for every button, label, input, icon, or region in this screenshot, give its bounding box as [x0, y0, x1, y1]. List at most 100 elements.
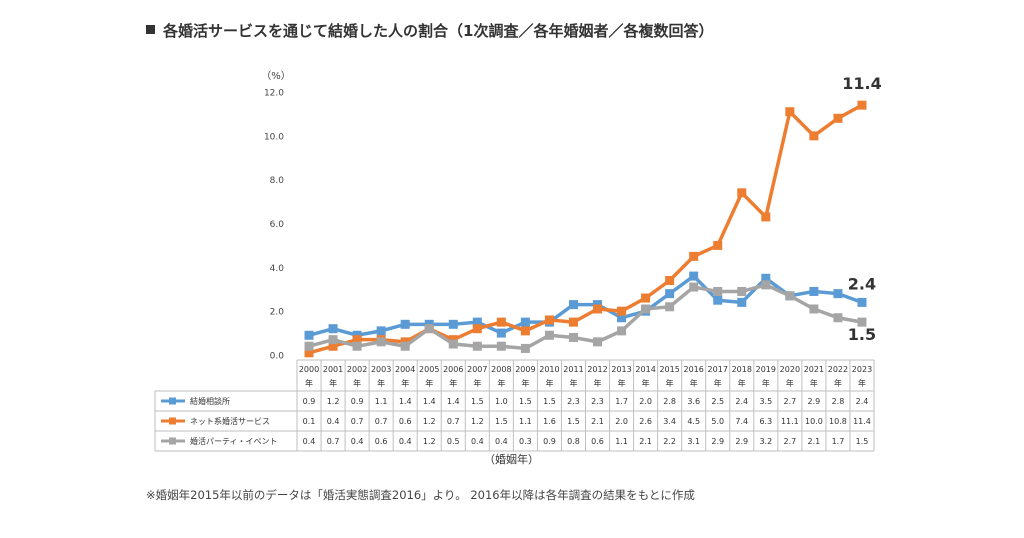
table-cell: 0.1: [303, 417, 316, 426]
data-point: [665, 275, 675, 285]
x-axis-title: （婚姻年）: [484, 452, 539, 466]
table-cell: 1.5: [543, 397, 556, 406]
x-tick-label: 2021: [804, 365, 824, 374]
x-tick-label: 2012: [587, 365, 607, 374]
data-point: [665, 289, 675, 299]
x-tick-suffix: 年: [329, 378, 337, 388]
table-cell: 2.2: [663, 437, 676, 446]
table-cell: 2.8: [832, 397, 845, 406]
data-point: [833, 113, 843, 123]
data-point: [761, 273, 771, 283]
table-cell: 1.2: [471, 417, 484, 426]
table-cell: 10.0: [805, 417, 823, 426]
y-tick-label: 10.0: [264, 132, 284, 142]
y-tick-label: 0.0: [270, 352, 285, 362]
data-point: [328, 324, 338, 334]
data-point: [448, 319, 458, 329]
table-cell: 2.3: [567, 397, 580, 406]
data-point: [593, 337, 603, 347]
data-point: [496, 341, 506, 351]
table-cell: 0.4: [327, 417, 340, 426]
table-cell: 3.6: [687, 397, 700, 406]
table-cell: 2.9: [711, 437, 724, 446]
legend-marker: [169, 417, 176, 425]
legend-marker: [169, 437, 176, 445]
data-point: [713, 295, 723, 305]
table-cell: 1.1: [519, 417, 532, 426]
legend-marker: [169, 397, 176, 405]
x-tick-suffix: 年: [786, 378, 794, 388]
x-tick-label: 2001: [323, 365, 343, 374]
table-cell: 1.7: [615, 397, 628, 406]
data-point: [304, 341, 314, 351]
data-point: [568, 317, 578, 327]
x-tick-suffix: 年: [521, 378, 529, 388]
data-point: [857, 297, 867, 307]
table-cell: 1.5: [567, 417, 580, 426]
table-cell: 2.6: [639, 417, 652, 426]
table-cell: 1.2: [327, 397, 340, 406]
table-cell: 1.2: [423, 437, 436, 446]
table-cell: 0.4: [303, 437, 316, 446]
table-cell: 7.4: [735, 417, 748, 426]
x-tick-label: 2018: [732, 365, 752, 374]
x-tick-suffix: 年: [425, 378, 433, 388]
table-cell: 3.2: [759, 437, 772, 446]
data-point: [617, 326, 627, 336]
x-tick-suffix: 年: [810, 378, 818, 388]
x-tick-label: 2015: [659, 365, 679, 374]
table-cell: 0.7: [351, 417, 364, 426]
y-tick-label: 8.0: [270, 176, 285, 186]
data-point: [833, 289, 843, 299]
table-cell: 1.4: [423, 397, 436, 406]
data-point: [400, 341, 410, 351]
x-tick-label: 2011: [563, 365, 583, 374]
x-tick-suffix: 年: [545, 378, 553, 388]
legend-label: 婚活パーティ・イベント: [190, 436, 278, 446]
data-point: [448, 339, 458, 349]
legend-label: 結婚相談所: [190, 396, 230, 406]
table-cell: 0.6: [399, 417, 412, 426]
table-cell: 0.7: [375, 417, 388, 426]
table-cell: 2.7: [783, 397, 796, 406]
table-cell: 1.5: [856, 437, 869, 446]
table-cell: 1.1: [375, 397, 388, 406]
table-cell: 0.4: [495, 437, 508, 446]
table-cell: 11.4: [853, 417, 871, 426]
table-cell: 1.5: [519, 397, 532, 406]
x-tick-label: 2006: [443, 365, 463, 374]
data-point: [568, 300, 578, 310]
x-tick-label: 2023: [852, 365, 872, 374]
table-cell: 0.8: [567, 437, 580, 446]
table-cell: 11.1: [781, 417, 799, 426]
x-tick-suffix: 年: [594, 378, 602, 388]
x-tick-label: 2016: [684, 365, 704, 374]
table-cell: 2.9: [735, 437, 748, 446]
data-point: [520, 326, 530, 336]
y-tick-label: 4.0: [270, 264, 285, 274]
data-point: [833, 313, 843, 323]
table-cell: 2.8: [663, 397, 676, 406]
x-tick-label: 2014: [635, 365, 655, 374]
x-tick-label: 2005: [419, 365, 439, 374]
data-point: [737, 188, 747, 198]
table-cell: 0.6: [375, 437, 388, 446]
table-cell: 2.1: [639, 437, 652, 446]
data-point: [376, 337, 386, 347]
data-point: [496, 328, 506, 338]
x-tick-suffix: 年: [473, 378, 481, 388]
table-cell: 0.3: [519, 437, 532, 446]
table-cell: 2.9: [808, 397, 821, 406]
data-point: [809, 286, 819, 296]
data-point: [544, 330, 554, 340]
data-point: [617, 313, 627, 323]
data-point: [496, 317, 506, 327]
y-tick-label: 2.0: [270, 308, 285, 318]
end-value-label: 1.5: [848, 325, 876, 344]
data-point: [568, 332, 578, 342]
end-value-label: 11.4: [842, 74, 881, 93]
data-point: [472, 317, 482, 327]
table-cell: 0.7: [327, 437, 340, 446]
table-cell: 1.5: [495, 417, 508, 426]
y-tick-label: 12.0: [264, 89, 284, 99]
